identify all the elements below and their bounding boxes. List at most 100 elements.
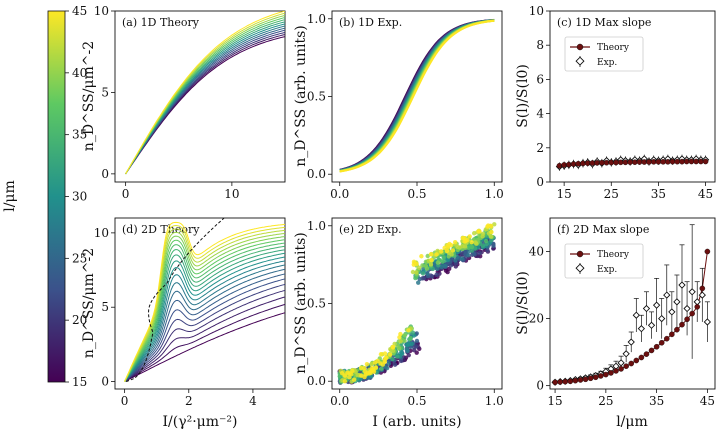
panel-e-xtick-label: 0.5	[407, 394, 426, 408]
panel-d-curve	[124, 260, 285, 382]
panel-e-point	[434, 252, 439, 257]
panel-e-point	[387, 352, 393, 357]
panel-f-exp-point	[688, 288, 696, 296]
panel-f-legend-exp-label: Exp.	[597, 265, 617, 275]
panel-e-point	[379, 366, 384, 371]
colorbar-tick-label: 30	[72, 190, 87, 204]
panel-e-point	[429, 257, 434, 263]
panel-e-point	[467, 234, 472, 239]
panel-e-point	[445, 245, 451, 250]
panel-b-frame	[331, 10, 503, 183]
panel-b-curve	[339, 19, 495, 172]
panel-e-point	[369, 362, 374, 367]
panel-e-point	[351, 377, 357, 382]
panel-f-theory-point	[643, 351, 650, 357]
panel-b-curve	[339, 19, 495, 172]
panel-e-point	[446, 266, 452, 272]
panel-e-point	[447, 241, 452, 247]
panel-f-theory-point	[608, 370, 614, 376]
panel-c-ytick-label: 10	[529, 4, 544, 18]
panel-f-theory-point	[603, 371, 609, 378]
panel-e-point	[469, 244, 475, 250]
panel-f-theory-point	[684, 316, 690, 323]
panel-c-ylabel: S(l)/S(l0)	[515, 64, 531, 128]
panel-e-point	[380, 362, 386, 367]
panel-f-theory-point	[663, 335, 670, 342]
panel-b-curve	[339, 18, 495, 171]
panel-c-theory-point	[580, 160, 586, 167]
panel-e-point	[459, 251, 465, 256]
panel-d-curve	[124, 296, 285, 383]
colorbar-tick-label: 15	[72, 375, 87, 389]
colorbar-tick-label: 25	[72, 251, 87, 265]
panel-e-ytick-label: 0.5	[307, 297, 326, 311]
panel-e-point	[428, 262, 434, 267]
panel-e-point	[480, 231, 486, 236]
panel-e-point	[443, 268, 449, 273]
panel-b-ylabel: n_D^SS (arb. units)	[293, 25, 309, 167]
panel-f-theory-point	[557, 379, 563, 385]
panel-f-theory-point	[679, 321, 685, 328]
panel-c-theory-point	[570, 161, 577, 167]
panel-e-point	[441, 255, 446, 260]
panel-c-ytick-label: 2	[536, 141, 544, 155]
panel-f-exp-point	[632, 311, 640, 319]
panel-e-point	[425, 271, 430, 276]
panel-f-theory-point	[562, 378, 569, 385]
panel-e-xtick-label: 0.0	[330, 394, 349, 408]
panel-e-point	[476, 228, 481, 234]
panel-a-curve	[125, 17, 285, 175]
panel-e-point	[492, 222, 497, 227]
panel-f-exp-point	[652, 301, 661, 309]
panel-f-theory-point	[613, 368, 619, 374]
panel-c-theory-point	[660, 159, 666, 165]
panel-f-theory-point	[648, 347, 655, 354]
panel-f-theory-point	[658, 339, 665, 346]
panel-e-point	[434, 272, 439, 278]
panel-a-curve	[125, 11, 285, 175]
panel-d-curve	[124, 242, 285, 382]
panel-e-point	[386, 361, 391, 366]
panel-e-2d-exp: 0.0 0.5 1.0 0.0 0.5 1.0 (e) 2D Exp.	[307, 217, 504, 408]
panel-e-point	[457, 245, 462, 250]
panel-f-exp-point	[703, 318, 712, 326]
panel-c-theory-point	[688, 158, 695, 165]
panel-a-xtick-label: 10	[224, 187, 239, 201]
panel-e-point	[364, 362, 370, 367]
panel-e-point	[406, 341, 411, 347]
panel-c-1d-max-slope: 15 25 35 45 0 2 4 6 8 10 (c) 1D Max slope Theory Exp…	[529, 4, 716, 201]
panel-e-point	[435, 260, 441, 265]
panel-e-point	[485, 224, 490, 229]
panel-c-ytick-label: 4	[536, 107, 544, 121]
panel-e-point	[453, 258, 458, 263]
panel-e-point	[406, 328, 411, 333]
panel-f-theory-point	[577, 377, 584, 383]
panel-c-legend-theory-label: Theory	[597, 43, 630, 53]
panel-e-point	[423, 263, 429, 269]
panel-e-point	[342, 373, 348, 378]
panel-f-xtick-label: 45	[700, 394, 715, 408]
panel-d-curve	[124, 283, 285, 382]
panel-e-point	[450, 248, 456, 253]
panel-e-point	[444, 248, 450, 254]
panel-e-title: (e) 2D Exp.	[339, 223, 402, 236]
panel-e-point	[439, 249, 444, 254]
panel-b-xtick-label: 1.0	[485, 187, 504, 201]
panel-e-point	[462, 244, 468, 249]
panel-f-theory-point	[592, 374, 599, 381]
panel-e-point	[408, 335, 413, 341]
panel-a-curve	[125, 21, 285, 175]
panel-b-curve	[339, 19, 495, 172]
panel-b-curve	[339, 19, 495, 172]
panel-e-point	[489, 229, 494, 235]
panel-a-ylabel: n_D^SS/μm^-2	[81, 41, 97, 151]
panel-f-ytick-label: 40	[529, 245, 544, 259]
panel-a-ytick-label: 0	[101, 167, 109, 181]
panel-b-curve	[339, 19, 495, 172]
panel-e-point	[402, 333, 408, 338]
panel-d-xtick-label: 2	[185, 394, 193, 408]
panel-b-curve	[339, 19, 495, 173]
panel-f-exp-point	[663, 291, 671, 299]
panel-d-2d-theory: 0 2 4 0 5 10 (d) 2D Theory	[94, 217, 286, 408]
panel-f-theory-point	[567, 378, 574, 385]
